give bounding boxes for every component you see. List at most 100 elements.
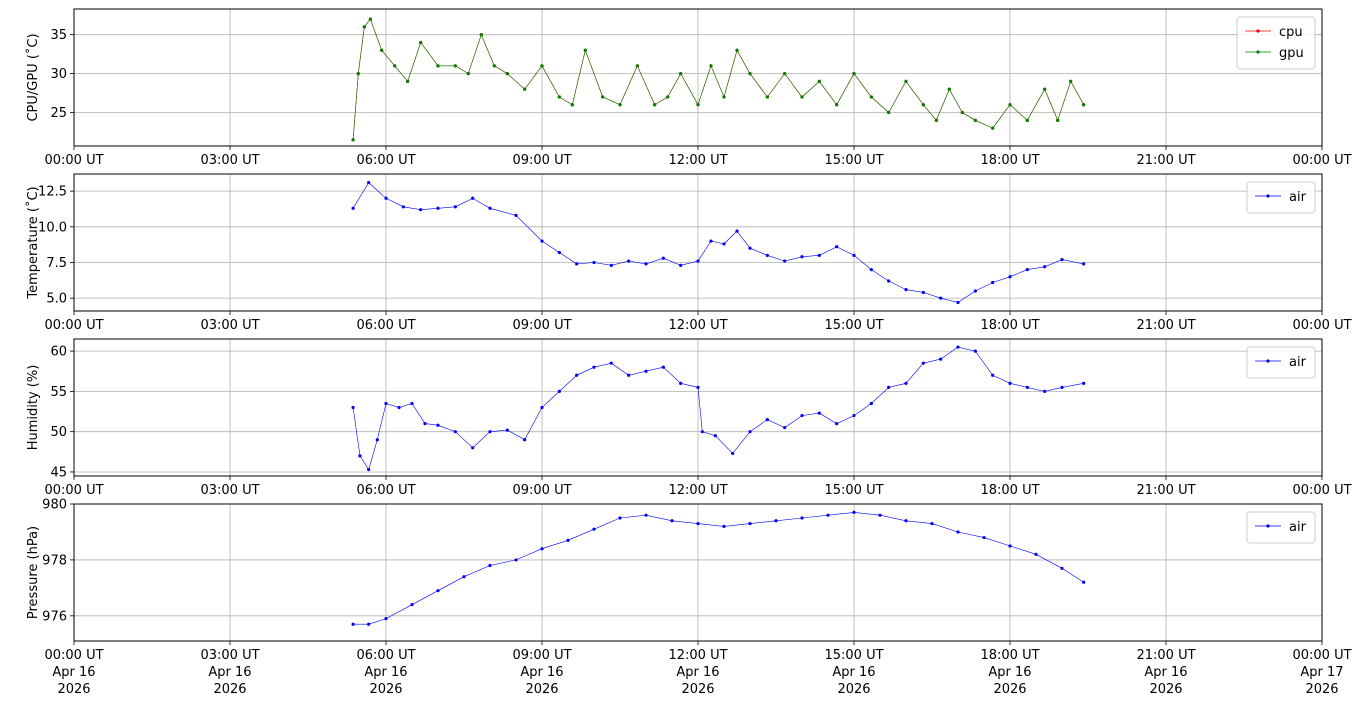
data-point: [575, 262, 579, 266]
y-tick-label: 50: [50, 425, 67, 440]
data-point: [397, 405, 401, 410]
data-point: [362, 25, 366, 29]
data-point: [436, 423, 440, 427]
data-point: [462, 575, 466, 579]
data-point: [479, 33, 483, 37]
data-point: [666, 95, 670, 99]
data-point: [644, 513, 648, 517]
data-point: [956, 300, 960, 305]
data-point: [1043, 265, 1047, 269]
x-tick-date: Apr 16: [52, 665, 95, 680]
data-point: [748, 521, 752, 526]
x-tick-label: 03:00 UT: [200, 648, 259, 663]
data-point: [696, 521, 700, 526]
data-point: [575, 373, 579, 377]
x-tick-label: 09:00 UT: [512, 483, 571, 498]
data-point: [748, 246, 752, 250]
x-tick-year: 2026: [213, 682, 246, 697]
series-line: [353, 512, 1084, 625]
data-point: [835, 422, 839, 426]
data-point: [367, 622, 371, 626]
data-point: [800, 516, 804, 520]
data-point: [670, 519, 674, 523]
data-point: [1008, 544, 1012, 548]
data-point: [921, 290, 925, 295]
y-tick-label: 35: [50, 28, 67, 43]
data-point: [644, 262, 648, 266]
data-point: [453, 205, 457, 209]
data-point: [709, 239, 713, 243]
data-point: [351, 206, 355, 210]
y-axis-label: Pressure (hPa): [26, 526, 41, 619]
axes-frame: [73, 8, 1323, 147]
data-point: [1025, 268, 1029, 272]
data-point: [627, 259, 631, 263]
x-tick-label: 21:00 UT: [1136, 153, 1195, 168]
x-tick-label: 00:00 UT: [44, 483, 103, 498]
data-point: [592, 260, 596, 265]
x-tick-label: 03:00 UT: [200, 483, 259, 498]
data-point: [1008, 275, 1012, 279]
data-point: [410, 401, 414, 406]
x-tick-label: 12:00 UT: [668, 648, 727, 663]
data-point: [1060, 258, 1064, 262]
axes-frame: [73, 173, 1323, 312]
data-point: [492, 64, 496, 68]
series-air: [351, 345, 1086, 472]
data-point: [800, 95, 804, 99]
data-point: [774, 519, 778, 523]
series-gpu: [351, 17, 1086, 142]
x-tick-label: 15:00 UT: [824, 153, 883, 168]
data-point: [436, 206, 440, 210]
data-point: [351, 405, 355, 410]
data-point: [368, 17, 372, 21]
data-point: [904, 519, 908, 523]
data-point: [947, 87, 951, 91]
x-tick-label: 00:00 UT: [1292, 483, 1351, 498]
data-point: [991, 126, 995, 130]
data-point: [679, 381, 683, 385]
data-point: [973, 289, 977, 293]
legend: air: [1246, 511, 1316, 544]
data-point: [356, 72, 360, 76]
x-tick-date: Apr 16: [208, 665, 251, 680]
data-point: [644, 369, 648, 373]
data-point: [453, 430, 457, 434]
legend-box: [1246, 511, 1316, 544]
data-point: [419, 40, 423, 45]
data-point: [921, 361, 925, 365]
data-point: [471, 446, 475, 450]
x-tick-label: 06:00 UT: [356, 648, 415, 663]
x-tick-label: 00:00 UT: [44, 153, 103, 168]
x-tick-year: 2026: [837, 682, 870, 697]
data-point: [1082, 381, 1086, 385]
y-axis-label: CPU/GPU (˚C): [25, 33, 41, 121]
data-point: [384, 196, 388, 200]
data-point: [419, 208, 423, 212]
data-point: [700, 430, 704, 434]
data-point: [835, 103, 839, 107]
legend-label: air: [1289, 355, 1307, 370]
data-point: [817, 253, 821, 257]
data-point: [351, 622, 355, 626]
x-tick-date: Apr 16: [988, 665, 1031, 680]
data-point: [557, 95, 561, 99]
legend: air: [1246, 181, 1316, 214]
data-point: [380, 48, 384, 52]
legend-label: air: [1289, 190, 1307, 205]
data-point: [1008, 381, 1012, 385]
x-tick-date: Apr 16: [676, 665, 719, 680]
y-tick-label: 55: [50, 385, 67, 400]
data-point: [800, 413, 804, 418]
data-point: [609, 361, 613, 365]
data-point: [904, 381, 908, 385]
data-point: [982, 535, 986, 540]
data-point: [1008, 103, 1012, 107]
data-point: [661, 365, 665, 369]
data-point: [375, 438, 379, 442]
legend-box: [1246, 346, 1316, 379]
x-tick-label: 03:00 UT: [200, 318, 259, 333]
legend-label: cpu: [1279, 25, 1303, 40]
x-tick-year: 2026: [681, 682, 714, 697]
x-tick-label: 12:00 UT: [668, 153, 727, 168]
